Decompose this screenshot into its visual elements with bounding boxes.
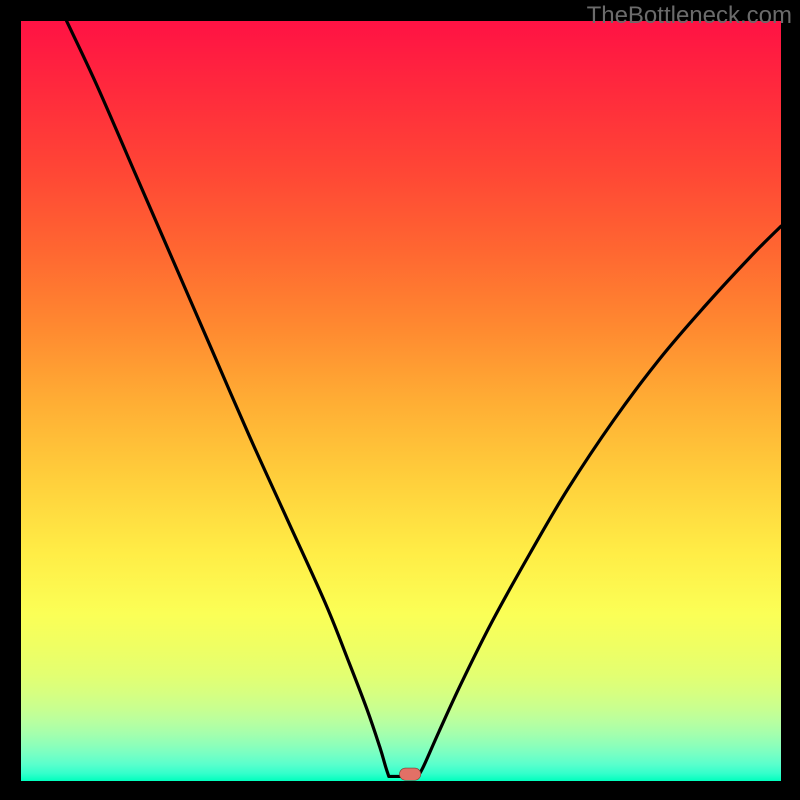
watermark-text: TheBottleneck.com	[587, 2, 792, 30]
gradient-background	[21, 21, 781, 781]
optimum-marker	[399, 768, 420, 780]
chart-svg	[21, 21, 781, 781]
plot-area	[21, 21, 781, 781]
chart-frame: TheBottleneck.com	[0, 0, 800, 800]
